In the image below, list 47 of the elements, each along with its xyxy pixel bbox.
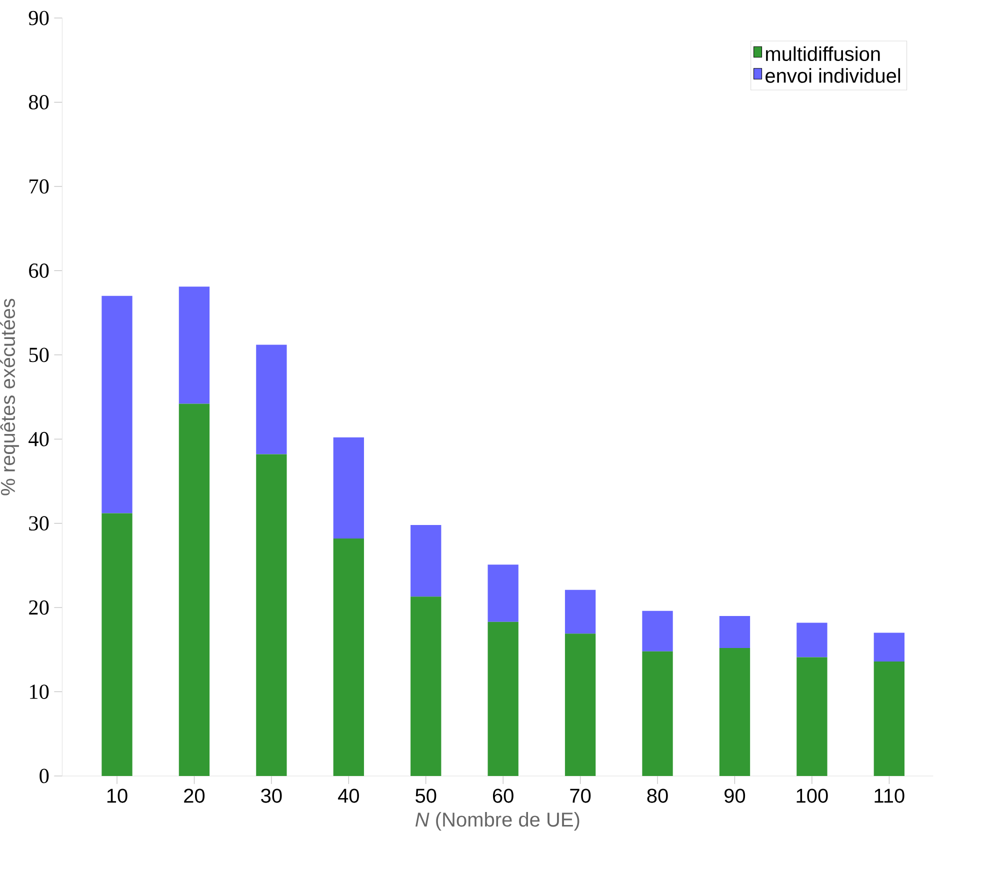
- bar: [796, 657, 828, 776]
- y-axis-title: % requêtes exécutées: [0, 298, 19, 496]
- bar: [874, 661, 904, 776]
- bar: [102, 513, 132, 776]
- x-tick-label: 100: [796, 788, 828, 803]
- bar: [333, 437, 364, 538]
- bar: [488, 564, 518, 622]
- bar: [410, 525, 442, 597]
- bar: [178, 404, 210, 776]
- y-tick-label: 80: [28, 95, 49, 110]
- bar: [256, 344, 287, 454]
- bar: [564, 590, 596, 634]
- bar: [719, 616, 750, 648]
- y-tick-label: 30: [29, 516, 49, 531]
- bar: [410, 596, 442, 776]
- x-tick-label: 20: [184, 788, 205, 803]
- bar: [488, 622, 518, 776]
- x-tick-label: 30: [261, 788, 282, 803]
- x-axis-title: N (Nombre de UE): [415, 812, 580, 831]
- x-tick-label: 10: [107, 788, 128, 803]
- bar: [333, 538, 364, 776]
- bar: [642, 651, 673, 776]
- bar: [256, 454, 287, 776]
- y-tick-label: 10: [30, 684, 49, 699]
- y-tick-label: 20: [29, 600, 49, 615]
- y-tick-label: 70: [30, 179, 49, 194]
- bar: [796, 622, 828, 658]
- x-tick-label: 80: [647, 788, 668, 803]
- y-tick-label: 90: [28, 10, 49, 26]
- y-tick-label: 50: [29, 348, 49, 362]
- x-tick-label: 40: [338, 788, 359, 803]
- y-tick-label: 40: [28, 432, 49, 446]
- x-tick-label: 70: [570, 788, 591, 803]
- x-tick-label: 60: [492, 788, 514, 803]
- legend-label: envoi individuel: [766, 68, 900, 83]
- y-tick-label: 60: [29, 263, 49, 278]
- y-tick-label: 0: [40, 768, 49, 784]
- bar: [178, 286, 210, 404]
- x-tick-label: 90: [724, 788, 746, 803]
- legend-label: multidiffusion: [766, 46, 880, 62]
- bar: [642, 610, 673, 652]
- bar: [719, 648, 750, 776]
- bar: [102, 296, 132, 514]
- x-tick-label: 110: [874, 788, 904, 803]
- bar: [874, 632, 904, 662]
- bar: [564, 634, 596, 776]
- x-tick-label: 50: [416, 788, 436, 803]
